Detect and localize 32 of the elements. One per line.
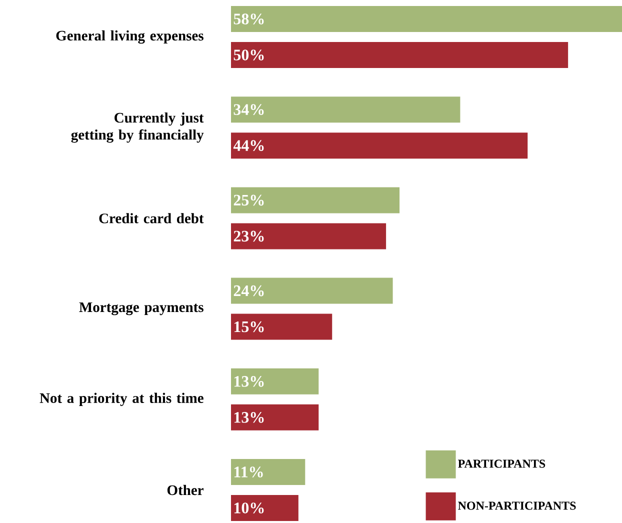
data-label: 23% bbox=[234, 230, 264, 242]
bar bbox=[231, 314, 332, 340]
data-label: 24% bbox=[234, 285, 264, 296]
data-label: 58% bbox=[234, 14, 264, 24]
data-label: 10% bbox=[234, 502, 264, 514]
y-tick-label: Mortgage payments bbox=[79, 302, 204, 316]
data-label: 44% bbox=[233, 140, 264, 152]
data-label: 15% bbox=[234, 321, 264, 332]
data-label: 13% bbox=[234, 376, 264, 387]
data-label: 50% bbox=[234, 50, 264, 60]
legend-label: NON-PARTICIPANTS bbox=[458, 502, 576, 510]
y-tick-label: General living expenses bbox=[56, 30, 204, 44]
bar bbox=[231, 96, 460, 123]
data-label: 25% bbox=[234, 194, 264, 206]
y-tick-label: Currently just getting by financially bbox=[71, 112, 204, 143]
bar bbox=[231, 495, 298, 522]
bar bbox=[231, 187, 400, 214]
bar bbox=[231, 223, 386, 250]
bar bbox=[231, 278, 393, 304]
data-label: 34% bbox=[234, 104, 264, 116]
bar bbox=[231, 404, 319, 430]
y-tick-label: Credit card debt bbox=[99, 213, 204, 224]
bar bbox=[231, 368, 319, 394]
legend-label: PARTICIPANTS bbox=[458, 460, 546, 468]
y-tick-label: Not a priority at this time bbox=[40, 392, 204, 406]
bar bbox=[231, 459, 306, 486]
y-tick-label: Other bbox=[167, 484, 204, 496]
bar bbox=[231, 6, 622, 32]
data-label: 11% bbox=[234, 466, 263, 478]
data-label: 13% bbox=[234, 412, 264, 423]
bar bbox=[231, 42, 568, 68]
bar bbox=[231, 132, 528, 159]
